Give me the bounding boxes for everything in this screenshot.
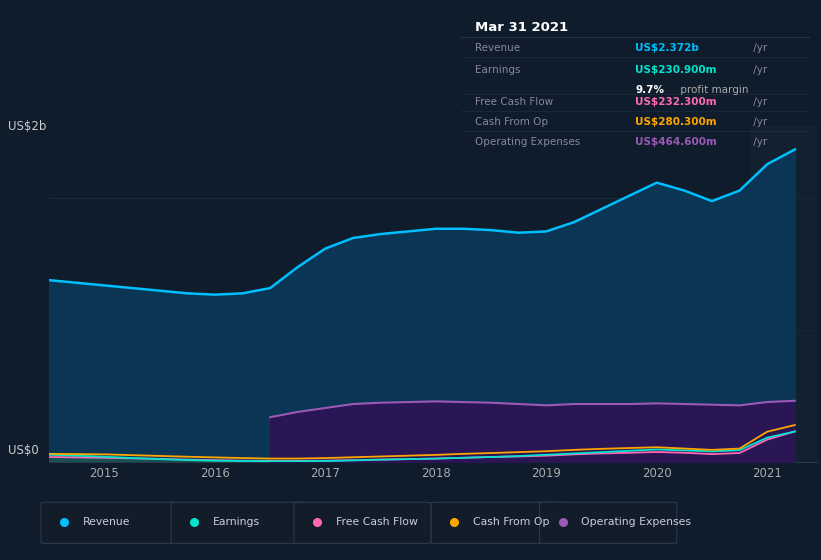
Text: US$0: US$0 — [8, 444, 39, 458]
Text: US$230.900m: US$230.900m — [635, 66, 717, 76]
Text: /yr: /yr — [750, 66, 768, 76]
Text: /yr: /yr — [750, 117, 768, 127]
Text: Mar 31 2021: Mar 31 2021 — [475, 21, 567, 34]
Text: Free Cash Flow: Free Cash Flow — [475, 97, 553, 107]
Text: Cash From Op: Cash From Op — [473, 517, 549, 527]
FancyBboxPatch shape — [41, 502, 178, 543]
Text: Earnings: Earnings — [213, 517, 260, 527]
Text: profit margin: profit margin — [677, 86, 749, 95]
Text: Cash From Op: Cash From Op — [475, 117, 548, 127]
Text: US$232.300m: US$232.300m — [635, 97, 717, 107]
Text: /yr: /yr — [750, 97, 768, 107]
Text: Revenue: Revenue — [83, 517, 131, 527]
FancyBboxPatch shape — [171, 502, 309, 543]
Text: US$280.300m: US$280.300m — [635, 117, 717, 127]
Text: Earnings: Earnings — [475, 66, 520, 76]
Text: 9.7%: 9.7% — [635, 86, 664, 95]
Bar — [750, 126, 817, 462]
Text: US$2b: US$2b — [8, 119, 47, 133]
Text: US$2.372b: US$2.372b — [635, 43, 699, 53]
Text: US$464.600m: US$464.600m — [635, 137, 717, 147]
FancyBboxPatch shape — [294, 502, 431, 543]
FancyBboxPatch shape — [539, 502, 677, 543]
Text: Revenue: Revenue — [475, 43, 520, 53]
Text: Operating Expenses: Operating Expenses — [475, 137, 580, 147]
Text: Operating Expenses: Operating Expenses — [581, 517, 691, 527]
Text: /yr: /yr — [750, 137, 768, 147]
FancyBboxPatch shape — [431, 502, 568, 543]
Text: Free Cash Flow: Free Cash Flow — [336, 517, 418, 527]
Text: /yr: /yr — [750, 43, 768, 53]
